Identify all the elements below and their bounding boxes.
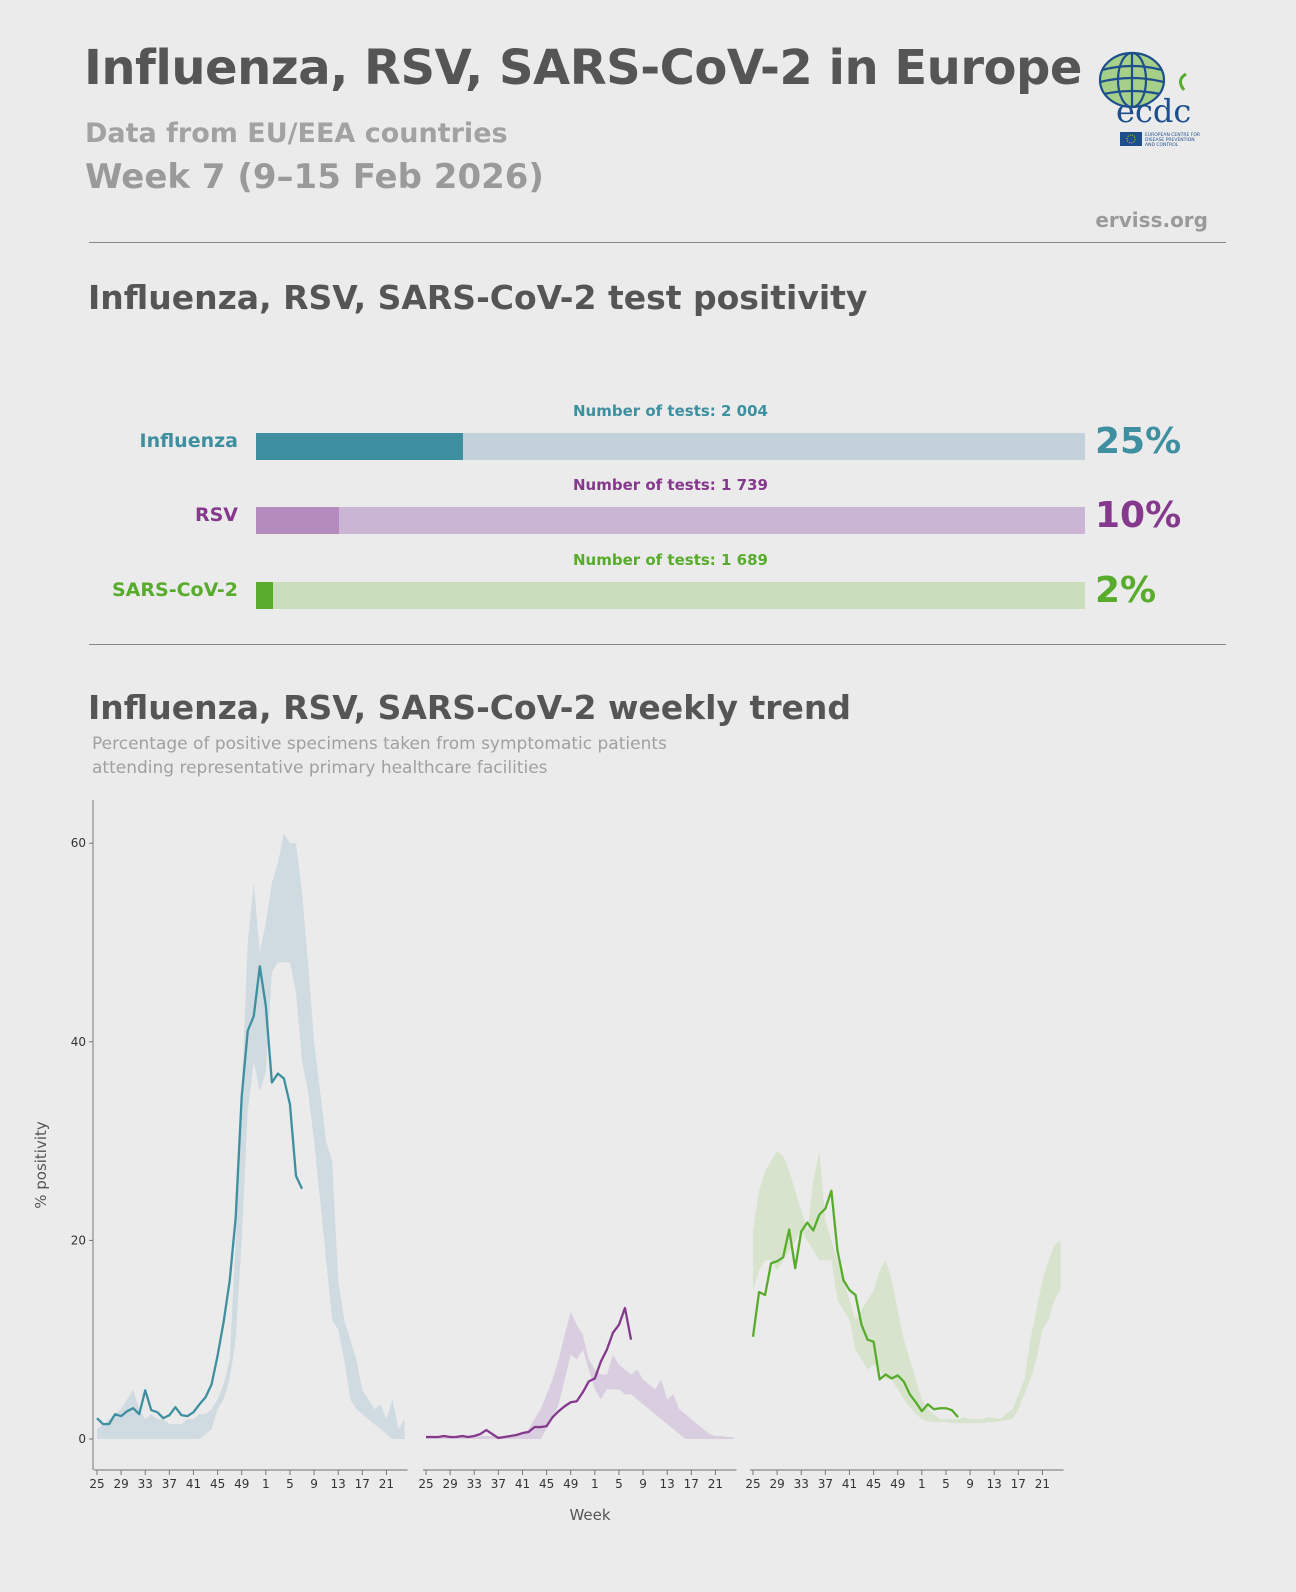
x-tick-label: 25 <box>745 1477 760 1491</box>
divider <box>89 644 1226 645</box>
x-tick-label: 5 <box>615 1477 623 1491</box>
x-tick-label: 1 <box>918 1477 926 1491</box>
x-tick-label: 5 <box>942 1477 950 1491</box>
bar-track <box>256 507 1085 534</box>
x-tick-label: 45 <box>210 1477 225 1491</box>
globe-icon: ecdc EUROPEAN CENTRE FOR DISEASE PREVENT… <box>1098 51 1200 148</box>
x-tick-label: 9 <box>310 1477 318 1491</box>
x-axis-label: Week <box>569 1506 610 1524</box>
tests-count: Number of tests: 1 689 <box>572 551 768 569</box>
bar-label: SARS-CoV-2 <box>111 579 238 601</box>
x-tick-label: 13 <box>331 1477 346 1491</box>
bar-label: Influenza <box>139 430 239 452</box>
x-tick-label: 17 <box>1011 1477 1026 1491</box>
trend-line-influenza <box>96 965 304 1426</box>
page-title: Influenza, RSV, SARS-CoV-2 in Europe <box>84 40 1082 96</box>
x-tick-label: 45 <box>539 1477 554 1491</box>
y-axis-label: % positivity <box>32 1121 50 1209</box>
svg-text:DISEASE PREVENTION: DISEASE PREVENTION <box>1145 137 1195 143</box>
historical-band-rsv <box>426 1311 734 1439</box>
y-tick-label: 40 <box>71 1035 86 1049</box>
percent-value: 2% <box>1095 570 1157 611</box>
weekly-trend-chart: 0 20 40 60 % positivity Week 25 29 33 37 41 45 49 1 5 9… <box>32 800 1064 1524</box>
x-tick-label: 13 <box>987 1477 1002 1491</box>
ecdc-logo: ecdc EUROPEAN CENTRE FOR DISEASE PREVENT… <box>1098 50 1210 154</box>
x-tick-label: 33 <box>467 1477 482 1491</box>
svg-text:AND CONTROL: AND CONTROL <box>1145 142 1179 148</box>
x-tick-label: 33 <box>794 1477 809 1491</box>
x-tick-label: 13 <box>660 1477 675 1491</box>
x-tick-label: 21 <box>1035 1477 1050 1491</box>
svg-text:EUROPEAN CENTRE FOR: EUROPEAN CENTRE FOR <box>1145 132 1200 138</box>
x-tick-label: 5 <box>286 1477 294 1491</box>
x-tick-label: 41 <box>842 1477 857 1491</box>
bar-fill <box>256 433 464 460</box>
x-tick-label: 41 <box>515 1477 530 1491</box>
x-tick-label: 1 <box>591 1477 599 1491</box>
x-tick-label: 21 <box>379 1477 394 1491</box>
x-tick-label: 29 <box>442 1477 457 1491</box>
x-tick-label: 49 <box>563 1477 578 1491</box>
divider <box>89 242 1226 243</box>
page-subtitle: Data from EU/EEA countries <box>85 118 508 149</box>
y-tick-label: 0 <box>78 1432 86 1446</box>
x-tick-label: 21 <box>708 1477 723 1491</box>
trend-title: Influenza, RSV, SARS-CoV-2 weekly trend <box>88 688 851 727</box>
x-tick-label: 17 <box>355 1477 370 1491</box>
bar-fill <box>256 507 339 534</box>
historical-band-sars-cov-2 <box>753 1151 1061 1424</box>
x-tick-label: 33 <box>138 1477 153 1491</box>
percent-value: 10% <box>1095 495 1182 536</box>
site-link[interactable]: erviss.org <box>1095 208 1208 232</box>
x-tick-label: 9 <box>639 1477 647 1491</box>
bar-track <box>256 582 1085 609</box>
trend-description: Percentage of positive specimens taken f… <box>92 734 667 778</box>
bar-fill <box>256 582 273 609</box>
bar-track <box>256 433 1085 460</box>
tests-count: Number of tests: 2 004 <box>572 402 768 420</box>
positivity-title: Influenza, RSV, SARS-CoV-2 test positivi… <box>88 278 868 317</box>
x-tick-label: 37 <box>491 1477 506 1491</box>
x-tick-label: 29 <box>769 1477 784 1491</box>
logo-text: ecdc <box>1116 92 1191 130</box>
x-tick-label: 45 <box>866 1477 881 1491</box>
x-tick-label: 49 <box>890 1477 905 1491</box>
trend-line-rsv <box>426 1306 633 1440</box>
y-tick-label: 60 <box>71 836 86 850</box>
x-tick-label: 17 <box>684 1477 699 1491</box>
bar-label: RSV <box>194 504 238 526</box>
week-label: Week 7 (9–15 Feb 2026) <box>85 157 544 197</box>
x-tick-label: 25 <box>418 1477 433 1491</box>
historical-band-influenza <box>97 833 405 1439</box>
x-tick-label: 1 <box>262 1477 270 1491</box>
x-tick-label: 49 <box>234 1477 249 1491</box>
x-tick-label: 9 <box>966 1477 974 1491</box>
x-tick-label: 25 <box>89 1477 104 1491</box>
x-tick-label: 37 <box>818 1477 833 1491</box>
x-tick-label: 41 <box>186 1477 201 1491</box>
x-tick-label: 37 <box>162 1477 177 1491</box>
y-tick-label: 20 <box>71 1233 86 1247</box>
tests-count: Number of tests: 1 739 <box>572 476 768 494</box>
x-tick-label: 29 <box>113 1477 128 1491</box>
percent-value: 25% <box>1095 421 1182 462</box>
